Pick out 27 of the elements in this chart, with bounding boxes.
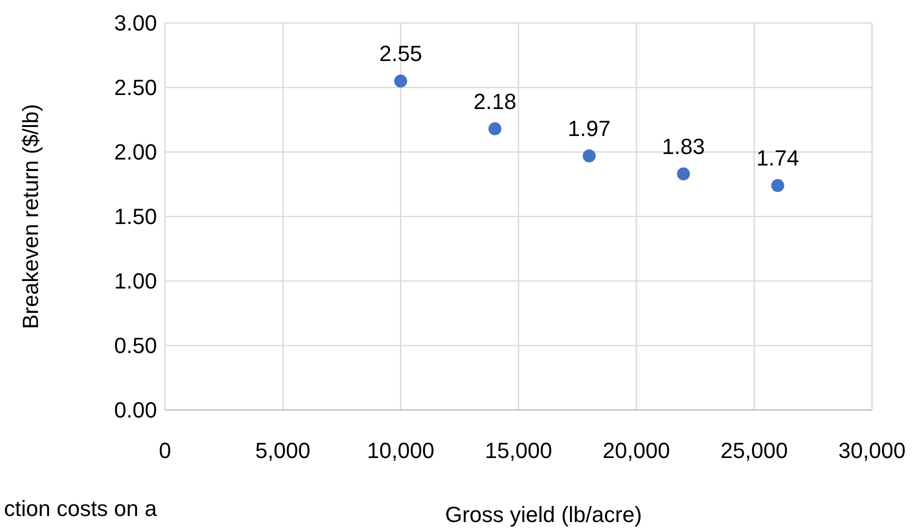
data-label: 2.55 bbox=[379, 41, 422, 66]
y-tick-label: 3.00 bbox=[114, 10, 157, 36]
point bbox=[582, 149, 596, 162]
data-label: 1.74 bbox=[756, 146, 800, 171]
point bbox=[488, 122, 502, 136]
x-tick-label: 30,000 bbox=[838, 438, 906, 463]
y-axis-title: Breakeven return ($/lb) bbox=[18, 104, 43, 329]
point bbox=[676, 167, 690, 180]
x-tick-label: 5,000 bbox=[255, 438, 310, 463]
y-tick-label: 2.00 bbox=[114, 140, 157, 165]
text: ction costs on a bbox=[4, 496, 158, 521]
y-tick-label: 1.50 bbox=[114, 204, 157, 230]
x-tick-label: 10,000 bbox=[367, 438, 434, 463]
x-tick-label: 15,000 bbox=[484, 438, 552, 463]
x-axis-title: Gross yield (lb/acre) bbox=[445, 502, 642, 527]
y-tick-label: 0.50 bbox=[114, 333, 157, 358]
x-tick-label: 20,000 bbox=[602, 438, 670, 463]
x-tick-label: 0 bbox=[158, 438, 172, 463]
y-tick-label: 2.50 bbox=[114, 75, 157, 100]
point bbox=[394, 74, 408, 88]
data-label: 1.83 bbox=[662, 134, 705, 159]
data-label: 2.18 bbox=[474, 88, 516, 114]
y-tick-label: 1.00 bbox=[114, 268, 157, 294]
data-label: 1.97 bbox=[568, 116, 611, 141]
x-tick-label: 25,000 bbox=[720, 438, 788, 463]
point bbox=[771, 179, 784, 192]
y-tick-label: 0.00 bbox=[114, 398, 157, 423]
